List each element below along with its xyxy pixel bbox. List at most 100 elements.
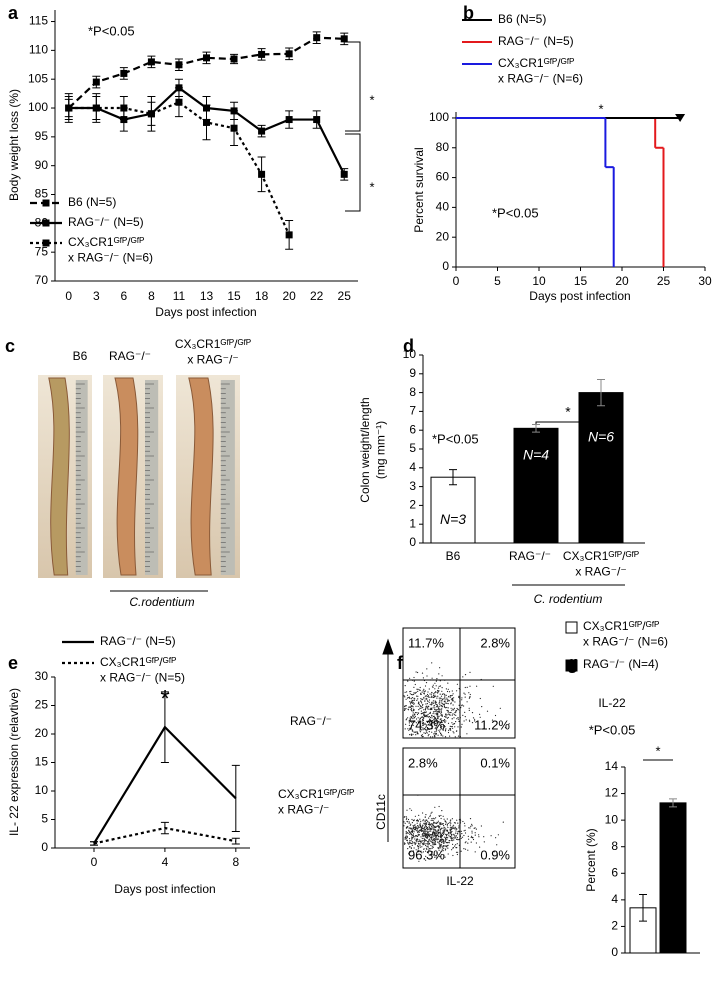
event-dot: [429, 840, 431, 842]
event-dot: [424, 825, 426, 827]
event-dot: [416, 838, 418, 840]
event-dot: [453, 714, 456, 716]
event-dot: [429, 829, 431, 831]
event-dot: [447, 844, 449, 846]
event-dot: [425, 711, 427, 713]
event-dot: [431, 818, 433, 820]
event-dot: [412, 830, 414, 832]
event-dot: [423, 688, 425, 691]
event-dot: [409, 827, 411, 829]
photo-label: RAG⁻/⁻: [109, 349, 151, 363]
panel-letter: e: [8, 653, 18, 673]
event-dot: [449, 831, 451, 834]
event-dot: [420, 735, 423, 737]
event-dot: [440, 847, 442, 849]
event-dot: [437, 689, 439, 692]
event-dot: [425, 695, 427, 697]
event-dot: [419, 825, 421, 828]
x-tick-label: 0: [65, 289, 72, 303]
event-dot: [417, 671, 419, 674]
event-dot: [449, 826, 451, 828]
event-dot: [446, 697, 448, 699]
event-dot: [447, 722, 450, 725]
event-dot: [450, 729, 452, 731]
event-dot: [442, 720, 444, 722]
x-axis-label: Days post infection: [529, 289, 630, 303]
event-dot: [423, 709, 425, 711]
event-dot: [421, 722, 423, 725]
event-dot: [404, 728, 406, 730]
event-dot: [414, 692, 416, 694]
annotation: *P<0.05: [88, 23, 135, 38]
event-dot: [421, 704, 424, 706]
event-dot: [467, 849, 469, 851]
event-dot: [451, 718, 453, 720]
event-dot: [406, 694, 409, 696]
text-line: CX₃CR1ᴳᶠᴾ/ᴳᶠᴾ: [563, 549, 639, 563]
event-dot: [456, 690, 458, 692]
event-dot: [425, 731, 427, 733]
quadrant-percent: 2.8%: [480, 635, 510, 650]
event-dot: [428, 708, 430, 710]
event-dot: [435, 709, 437, 711]
event-dot: [435, 706, 438, 708]
event-dot: [439, 856, 441, 858]
event-dot: [422, 851, 424, 853]
event-dot: [455, 711, 457, 713]
event-dot: [413, 693, 415, 696]
x-tick-label: 8: [232, 855, 239, 869]
event-dot: [453, 697, 455, 699]
event-dot: [445, 715, 447, 717]
event-dot: [443, 840, 445, 842]
event-dot: [425, 855, 427, 858]
event-dot: [434, 840, 437, 842]
event-dot: [427, 828, 430, 830]
legend-marker: [42, 239, 50, 247]
event-dot: [447, 710, 449, 712]
event-dot: [414, 815, 416, 817]
event-dot: [418, 851, 420, 853]
event-dot: [445, 716, 447, 718]
error-bar: [231, 764, 240, 832]
y-tick-label: 0: [611, 945, 618, 959]
event-dot: [432, 726, 434, 728]
event-dot: [427, 843, 430, 845]
event-dot: [443, 818, 445, 820]
event-dot: [412, 708, 415, 710]
event-dot: [446, 700, 449, 702]
event-dot: [439, 831, 441, 834]
event-dot: [428, 858, 430, 860]
event-dot: [470, 841, 472, 843]
event-dot: [413, 680, 415, 682]
event-dot: [409, 833, 411, 835]
event-dot: [441, 675, 443, 677]
event-dot: [456, 828, 458, 830]
event-dot: [420, 710, 422, 712]
quadrant-percent: 74.3%: [408, 717, 445, 732]
event-dot: [433, 735, 436, 737]
event-dot: [443, 833, 445, 836]
event-dot: [445, 823, 447, 826]
event-dot: [443, 706, 446, 708]
legend-swatch: [565, 621, 578, 634]
event-dot: [408, 706, 410, 708]
event-dot: [422, 844, 424, 846]
event-dot: [406, 820, 408, 822]
event-dot: [422, 721, 424, 724]
event-dot: [447, 716, 449, 719]
event-dot: [408, 843, 410, 845]
event-dot: [411, 700, 413, 702]
bar-label: N=3: [440, 511, 466, 527]
event-dot: [464, 716, 466, 718]
event-dot: [435, 826, 437, 829]
event-dot: [464, 693, 466, 695]
event-dot: [432, 707, 434, 709]
event-dot: [436, 852, 438, 854]
event-dot: [443, 845, 445, 847]
event-dot: [423, 698, 425, 700]
photo-label: CX₃CR1ᴳᶠᴾ/ᴳᶠᴾ x RAG⁻/⁻: [175, 337, 251, 367]
y-tick-label: 7: [409, 404, 416, 418]
event-dot: [432, 841, 434, 844]
event-dot: [425, 706, 427, 708]
event-dot: [404, 816, 406, 818]
